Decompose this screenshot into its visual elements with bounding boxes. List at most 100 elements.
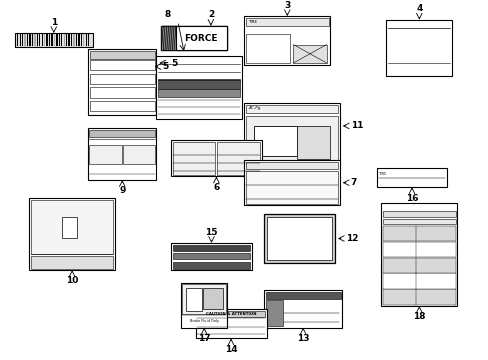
- Bar: [265, 292, 340, 299]
- Bar: [54, 34, 55, 46]
- Text: 18: 18: [412, 312, 425, 321]
- Text: 3: 3: [284, 1, 290, 10]
- Text: 5: 5: [171, 58, 177, 68]
- Bar: [44, 34, 45, 46]
- Bar: [88, 128, 156, 180]
- Text: 16: 16: [405, 194, 417, 203]
- Text: 8: 8: [164, 10, 171, 19]
- Bar: [245, 34, 289, 63]
- Bar: [172, 262, 250, 269]
- Text: 4: 4: [415, 4, 422, 13]
- Bar: [37, 34, 38, 46]
- Bar: [22, 34, 23, 46]
- Bar: [245, 18, 328, 26]
- Bar: [76, 34, 77, 46]
- Bar: [90, 60, 154, 70]
- Bar: [382, 289, 455, 305]
- Bar: [182, 284, 225, 314]
- Bar: [265, 300, 282, 326]
- Bar: [382, 219, 455, 224]
- Bar: [90, 74, 154, 84]
- Bar: [83, 34, 84, 46]
- Bar: [27, 34, 28, 46]
- Bar: [382, 274, 455, 289]
- Bar: [68, 34, 70, 46]
- Text: 1: 1: [51, 18, 57, 27]
- Text: 12: 12: [345, 234, 358, 243]
- Bar: [244, 103, 339, 169]
- Bar: [245, 105, 338, 113]
- Bar: [172, 253, 250, 259]
- Bar: [73, 34, 75, 46]
- Bar: [31, 200, 113, 254]
- Bar: [39, 34, 41, 46]
- Bar: [245, 171, 338, 204]
- Bar: [90, 87, 154, 98]
- Bar: [161, 26, 227, 50]
- Text: 14: 14: [224, 345, 237, 354]
- Bar: [78, 34, 80, 46]
- Bar: [217, 142, 260, 175]
- Bar: [17, 34, 19, 46]
- Bar: [158, 89, 240, 97]
- Text: TIRE: TIRE: [248, 20, 257, 24]
- Bar: [244, 16, 329, 65]
- Text: CAUTION & ATTENTION: CAUTION & ATTENTION: [205, 311, 256, 316]
- Bar: [59, 34, 60, 46]
- Bar: [24, 34, 26, 46]
- Bar: [123, 144, 155, 164]
- Bar: [382, 226, 455, 241]
- Bar: [254, 126, 297, 156]
- Bar: [172, 245, 250, 251]
- Bar: [29, 198, 115, 270]
- Bar: [161, 26, 176, 50]
- Bar: [181, 283, 227, 328]
- Bar: [56, 34, 58, 46]
- Bar: [245, 162, 338, 169]
- Bar: [32, 34, 33, 46]
- Bar: [197, 311, 264, 317]
- Bar: [376, 168, 447, 187]
- Text: 6: 6: [213, 183, 219, 192]
- Bar: [63, 34, 65, 46]
- Bar: [31, 256, 113, 269]
- Bar: [382, 242, 455, 257]
- Text: 5: 5: [162, 62, 168, 71]
- Text: TRC: TRC: [378, 171, 386, 176]
- Text: 17: 17: [198, 334, 210, 343]
- Bar: [382, 257, 455, 273]
- Text: 7: 7: [350, 178, 356, 187]
- Bar: [89, 130, 155, 137]
- Text: AC-Pg: AC-Pg: [248, 106, 260, 111]
- Bar: [15, 33, 93, 47]
- Bar: [296, 126, 330, 159]
- Circle shape: [305, 33, 319, 43]
- Text: 9: 9: [119, 186, 125, 195]
- Bar: [85, 34, 87, 46]
- Bar: [185, 288, 202, 310]
- Bar: [381, 203, 456, 306]
- Bar: [88, 34, 89, 46]
- Bar: [81, 34, 82, 46]
- Bar: [195, 309, 266, 338]
- Bar: [66, 34, 67, 46]
- Bar: [382, 211, 455, 217]
- Bar: [264, 290, 342, 328]
- Bar: [244, 160, 339, 205]
- Bar: [20, 34, 21, 46]
- Bar: [29, 34, 31, 46]
- Text: 15: 15: [205, 228, 217, 237]
- Bar: [51, 34, 53, 46]
- Bar: [293, 45, 326, 63]
- Bar: [172, 142, 215, 175]
- Bar: [88, 49, 156, 115]
- Bar: [245, 116, 338, 168]
- Bar: [156, 56, 242, 119]
- Text: 13: 13: [296, 334, 309, 343]
- Bar: [41, 34, 43, 46]
- Bar: [61, 217, 77, 238]
- Text: Brake Fluid Only: Brake Fluid Only: [189, 319, 218, 323]
- Bar: [264, 214, 334, 263]
- Bar: [90, 101, 154, 111]
- Bar: [386, 20, 451, 76]
